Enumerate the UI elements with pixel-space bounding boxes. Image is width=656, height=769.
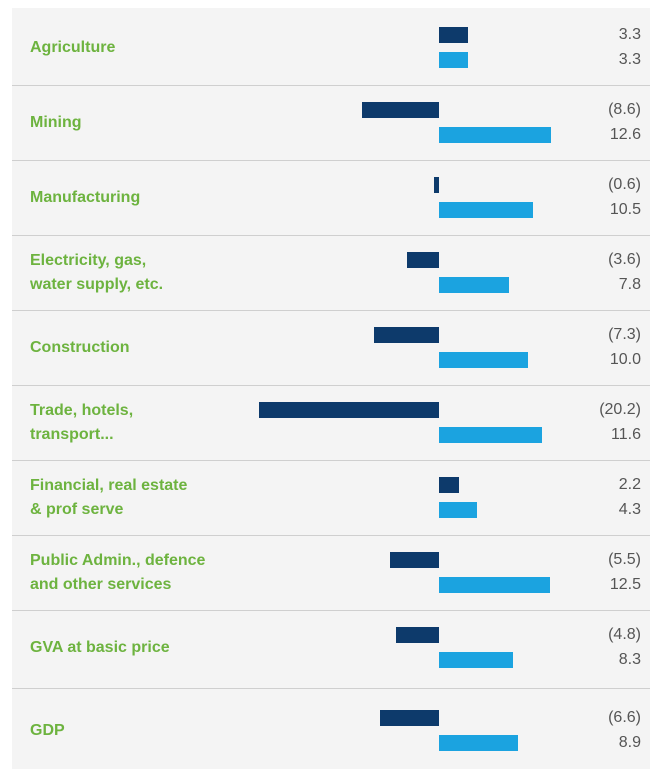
category-label: Financial, real estate & prof serve (30, 476, 188, 518)
row-separator (12, 460, 650, 461)
value-label: 8.9 (618, 734, 641, 751)
value-label: (6.6) (608, 709, 641, 726)
category-label: Agriculture (30, 38, 116, 56)
bar (439, 577, 551, 593)
row-separator (12, 535, 650, 536)
bar (439, 652, 513, 668)
category-label: Mining (30, 113, 82, 131)
row-separator (12, 160, 650, 161)
value-label: 12.5 (609, 576, 641, 593)
bar (439, 277, 509, 293)
value-label: (3.6) (608, 251, 641, 268)
value-label: (20.2) (599, 401, 641, 418)
category-label: Electricity, gas, water supply, etc. (30, 251, 164, 293)
bar (259, 402, 439, 418)
bar (439, 202, 533, 218)
value-label: 2.2 (618, 476, 641, 493)
category-label: Trade, hotels, transport... (30, 401, 134, 443)
row-separator (12, 235, 650, 236)
row-separator (12, 310, 650, 311)
value-label: 12.6 (609, 126, 641, 143)
bar (380, 710, 439, 726)
category-label: GDP (30, 721, 65, 739)
value-label: 4.3 (618, 501, 641, 518)
bar (373, 327, 439, 343)
value-label: (8.6) (608, 101, 641, 118)
value-label: (0.6) (608, 176, 641, 193)
row-separator (12, 85, 650, 86)
value-label: 3.3 (618, 26, 641, 43)
category-label: Construction (30, 338, 130, 356)
value-label: (4.8) (608, 626, 641, 643)
bar (439, 477, 459, 493)
bar (406, 252, 439, 268)
bar (362, 102, 439, 118)
row-separator (12, 610, 650, 611)
bar (439, 27, 469, 43)
bar (439, 427, 543, 443)
bar (389, 552, 439, 568)
value-label: 8.3 (618, 651, 641, 668)
category-label: GVA at basic price (30, 638, 170, 656)
value-label: 7.8 (618, 276, 641, 293)
value-label: 10.0 (609, 351, 641, 368)
bar (439, 352, 529, 368)
row-separator (12, 688, 650, 689)
bar (439, 502, 478, 518)
value-label: (7.3) (608, 326, 641, 343)
value-label: (5.5) (608, 551, 641, 568)
category-label: Manufacturing (30, 188, 141, 206)
value-label: 10.5 (609, 201, 641, 218)
row-separator (12, 385, 650, 386)
value-label: 11.6 (611, 426, 641, 443)
bar (439, 127, 552, 143)
bar (439, 52, 469, 68)
bar (439, 735, 519, 751)
bar (433, 177, 439, 193)
bar (396, 627, 439, 643)
value-label: 3.3 (618, 51, 641, 68)
category-label: Public Admin., defence and other service… (30, 551, 206, 593)
